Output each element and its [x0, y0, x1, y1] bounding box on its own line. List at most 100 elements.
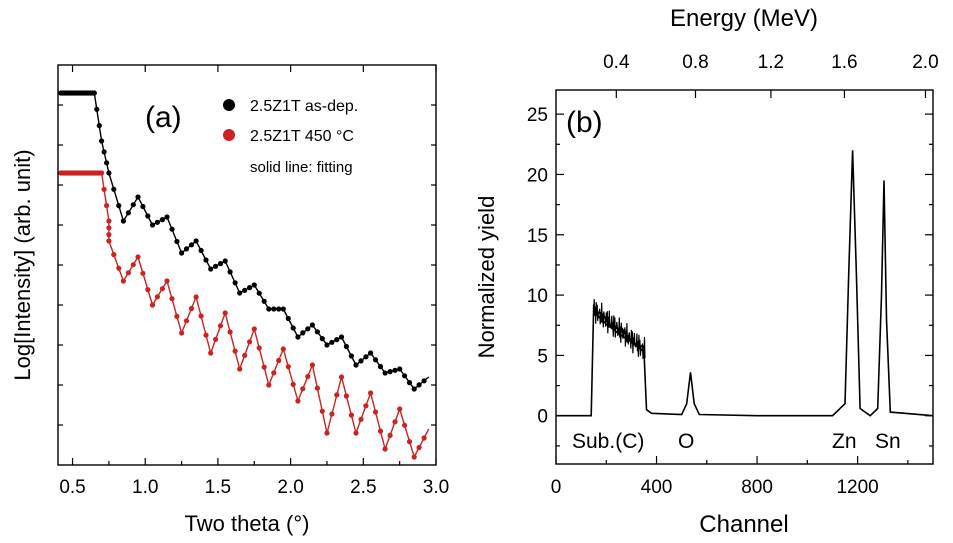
- data-point-series-0: [358, 358, 364, 364]
- data-point-series-0: [382, 370, 388, 376]
- data-point-series-1: [251, 326, 257, 332]
- data-point-series-1: [99, 170, 105, 176]
- data-point-series-1: [397, 406, 403, 412]
- data-point-series-1: [377, 428, 384, 434]
- data-point-series-0: [104, 160, 110, 166]
- data-point-series-0: [213, 263, 219, 269]
- data-point-series-0: [135, 194, 141, 200]
- data-point-series-1: [227, 329, 233, 335]
- data-point-series-0: [232, 280, 238, 286]
- data-point-series-1: [271, 370, 277, 376]
- data-point-series-1: [411, 454, 417, 460]
- data-point-series-0: [149, 222, 156, 228]
- data-point-series-1: [104, 203, 110, 209]
- data-point-series-0: [208, 266, 214, 272]
- panel-a-xlabel: Two theta (°): [185, 511, 310, 536]
- data-point-series-0: [183, 246, 190, 252]
- data-point-series-0: [125, 210, 131, 216]
- data-point-series-0: [392, 367, 398, 373]
- data-point-series-1: [106, 232, 112, 238]
- substrate-noise-line: [593, 299, 646, 359]
- data-point-series-0: [217, 261, 224, 267]
- data-point-series-0: [280, 306, 286, 312]
- data-point-series-1: [372, 409, 379, 415]
- panel-a: 0.5 1.0 1.5 2.0 2.5 3.0 (a) Two theta (°) Log…: [10, 64, 449, 536]
- data-point-series-1: [130, 262, 136, 268]
- x2-tick-label-b: 1.6: [831, 52, 857, 73]
- data-point-series-0: [130, 202, 136, 208]
- panel-b-x2label: Energy (MeV): [670, 5, 818, 32]
- data-point-series-1: [222, 310, 228, 316]
- peak-label-oxygen: O: [678, 430, 694, 453]
- data-point-series-1: [208, 350, 214, 356]
- data-point-series-1: [392, 419, 398, 425]
- data-point-series-1: [101, 186, 107, 192]
- data-point-series-1: [406, 439, 413, 445]
- data-point-series-0: [237, 290, 243, 296]
- panel-a-label: (a): [145, 101, 182, 134]
- x-tick-label-a: 2.5: [350, 477, 376, 498]
- data-point-series-0: [164, 214, 170, 220]
- data-point-series-1: [174, 313, 180, 319]
- data-point-series-1: [334, 392, 340, 398]
- legend-label-as-dep: 2.5Z1T as-dep.: [250, 98, 358, 115]
- data-point-series-1: [188, 305, 195, 312]
- legend-note: solid line: fitting: [250, 159, 353, 176]
- data-point-series-1: [140, 270, 146, 276]
- data-point-series-0: [251, 282, 257, 288]
- data-point-series-1: [164, 278, 170, 284]
- data-point-series-1: [125, 270, 131, 276]
- data-point-series-1: [421, 435, 427, 441]
- data-point-series-1: [382, 446, 388, 452]
- panel-b-ylabel: Normalized yield: [474, 196, 499, 359]
- data-point-series-0: [329, 339, 335, 345]
- data-point-series-1: [368, 390, 374, 396]
- data-point-series-0: [338, 334, 345, 340]
- data-point-series-0: [276, 306, 282, 312]
- data-point-series-1: [256, 345, 262, 351]
- panel-b-xlabel: Channel: [699, 511, 788, 538]
- data-point-series-0: [101, 149, 107, 155]
- data-point-series-1: [232, 348, 238, 354]
- data-point-series-1: [363, 403, 369, 409]
- data-point-series-0: [343, 343, 349, 350]
- legend-marker-as-dep: [223, 99, 235, 111]
- data-point-series-0: [411, 386, 417, 392]
- y-tick-label-b: 5: [537, 346, 548, 367]
- data-point-series-0: [421, 378, 427, 384]
- data-point-series-1: [300, 386, 306, 392]
- x2-tick-label-b: 2.0: [912, 52, 938, 73]
- y-tick-label-b: 15: [527, 226, 548, 247]
- data-point-series-0: [290, 325, 296, 331]
- data-point-series-1: [280, 346, 286, 352]
- data-point-series-1: [387, 432, 393, 438]
- data-point-series-1: [106, 238, 112, 244]
- data-point-series-1: [149, 302, 156, 308]
- peak-label-substrate: Sub.(C): [572, 430, 644, 453]
- data-point-series-0: [377, 364, 384, 370]
- data-point-series-0: [300, 330, 306, 336]
- data-point-series-1: [402, 422, 408, 428]
- x-tick-label-b: 800: [741, 477, 773, 498]
- y-tick-label-b: 0: [537, 407, 548, 428]
- data-point-series-1: [242, 352, 248, 358]
- data-point-series-0: [324, 342, 330, 348]
- data-point-series-1: [309, 362, 315, 368]
- x2-tick-label-b: 0.8: [682, 52, 708, 73]
- peak-label-tin: Sn: [875, 430, 901, 453]
- data-point-series-0: [266, 306, 272, 312]
- data-point-series-1: [338, 374, 345, 380]
- x-tick-label-b: 1200: [836, 477, 878, 498]
- data-point-series-0: [203, 257, 209, 263]
- data-point-series-0: [120, 218, 126, 224]
- data-point-series-0: [348, 353, 354, 359]
- data-point-series-0: [363, 354, 369, 360]
- legend-label-450: 2.5Z1T 450 °C: [250, 128, 354, 145]
- data-point-series-0: [222, 258, 228, 264]
- data-point-series-0: [372, 357, 379, 363]
- data-point-series-1: [169, 296, 175, 302]
- data-point-series-1: [203, 332, 209, 338]
- spectrum-line: [556, 150, 934, 417]
- data-point-series-1: [290, 381, 296, 387]
